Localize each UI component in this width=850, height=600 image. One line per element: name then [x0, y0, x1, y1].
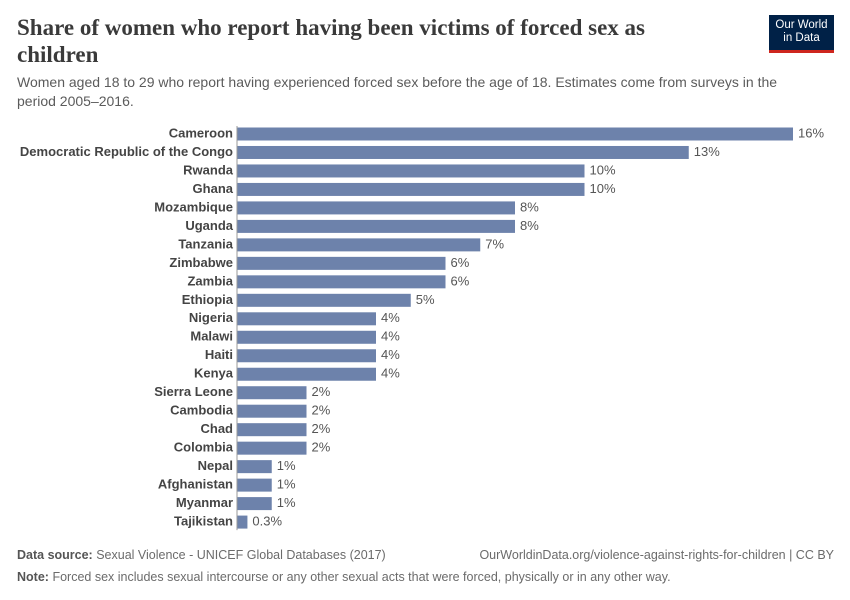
value-label: 10%: [590, 162, 616, 177]
bar: [237, 145, 689, 159]
bar: [237, 330, 376, 344]
chart-title: Share of women who report having been vi…: [17, 15, 645, 67]
category-label: Haiti: [205, 347, 233, 362]
bar: [237, 349, 376, 363]
value-label: 4%: [381, 366, 400, 381]
value-label: 10%: [590, 181, 616, 196]
category-label: Democratic Republic of the Congo: [20, 144, 233, 159]
logo-line: in Data: [783, 32, 820, 44]
value-label: 0.3%: [252, 514, 282, 529]
value-label: 1%: [277, 495, 296, 510]
category-label: Zimbabwe: [169, 255, 233, 270]
bar: [237, 238, 481, 252]
bar: [237, 201, 515, 215]
category-label: Cambodia: [170, 403, 234, 418]
value-label: 7%: [485, 236, 504, 251]
value-label: 2%: [312, 384, 331, 399]
category-label: Nigeria: [189, 310, 234, 325]
note-text: Forced sex includes sexual intercourse o…: [52, 570, 671, 584]
value-label: 4%: [381, 329, 400, 344]
bar: [237, 460, 272, 474]
bar: [237, 515, 248, 529]
category-label: Mozambique: [154, 199, 233, 214]
chart: Cameroon 16% Democratic Republic of the Co…: [20, 125, 824, 531]
value-label: 2%: [312, 403, 331, 418]
url[interactable]: OurWorldinData.org/violence-against-righ…: [479, 548, 834, 562]
value-label: 2%: [312, 421, 331, 436]
source-text: Sexual Violence - UNICEF Global Database…: [96, 548, 386, 562]
category-label: Nepal: [198, 458, 233, 473]
bar: [237, 386, 307, 400]
bar: [237, 256, 446, 270]
category-label: Malawi: [190, 329, 233, 344]
category-label: Cameroon: [169, 125, 233, 140]
value-label: 1%: [277, 458, 296, 473]
category-label: Tajikistan: [174, 514, 233, 529]
value-label: 4%: [381, 347, 400, 362]
category-label: Ghana: [193, 181, 234, 196]
value-label: 8%: [520, 199, 539, 214]
bar: [237, 182, 585, 196]
source-label: Data source:: [17, 548, 93, 562]
chart-subtitle: Women aged 18 to 29 who report having ex…: [17, 74, 778, 109]
category-label: Uganda: [185, 218, 233, 233]
bar: [237, 164, 585, 178]
category-label: Afghanistan: [158, 477, 233, 492]
bar: [237, 404, 307, 418]
value-label: 5%: [416, 292, 435, 307]
bar: [237, 219, 515, 233]
logo-line: Our World: [775, 19, 828, 31]
category-label: Colombia: [174, 440, 234, 455]
category-label: Tanzania: [178, 236, 233, 251]
note: Note: Forced sex includes sexual interco…: [17, 570, 671, 584]
bar: [237, 367, 376, 381]
value-label: 2%: [312, 440, 331, 455]
value-label: 8%: [520, 218, 539, 233]
bar: [237, 441, 307, 455]
category-label: Kenya: [194, 366, 234, 381]
value-label: 6%: [451, 273, 470, 288]
note-label: Note:: [17, 570, 49, 584]
bar: [237, 478, 272, 492]
category-label: Rwanda: [183, 162, 234, 177]
bar: [237, 127, 793, 141]
bar: [237, 497, 272, 511]
bar: [237, 423, 307, 437]
category-label: Ethiopia: [182, 292, 234, 307]
bar: [237, 275, 446, 289]
category-label: Myanmar: [176, 495, 233, 510]
category-label: Zambia: [187, 273, 233, 288]
value-label: 6%: [451, 255, 470, 270]
source: Data source: Sexual Violence - UNICEF Gl…: [17, 548, 386, 562]
value-label: 1%: [277, 477, 296, 492]
bar: [237, 293, 411, 307]
value-label: 13%: [694, 144, 720, 159]
value-label: 4%: [381, 310, 400, 325]
category-label: Sierra Leone: [154, 384, 233, 399]
bar: [237, 312, 376, 326]
category-label: Chad: [201, 421, 234, 436]
logo[interactable]: Our World in Data: [769, 15, 834, 53]
value-label: 16%: [798, 125, 824, 140]
